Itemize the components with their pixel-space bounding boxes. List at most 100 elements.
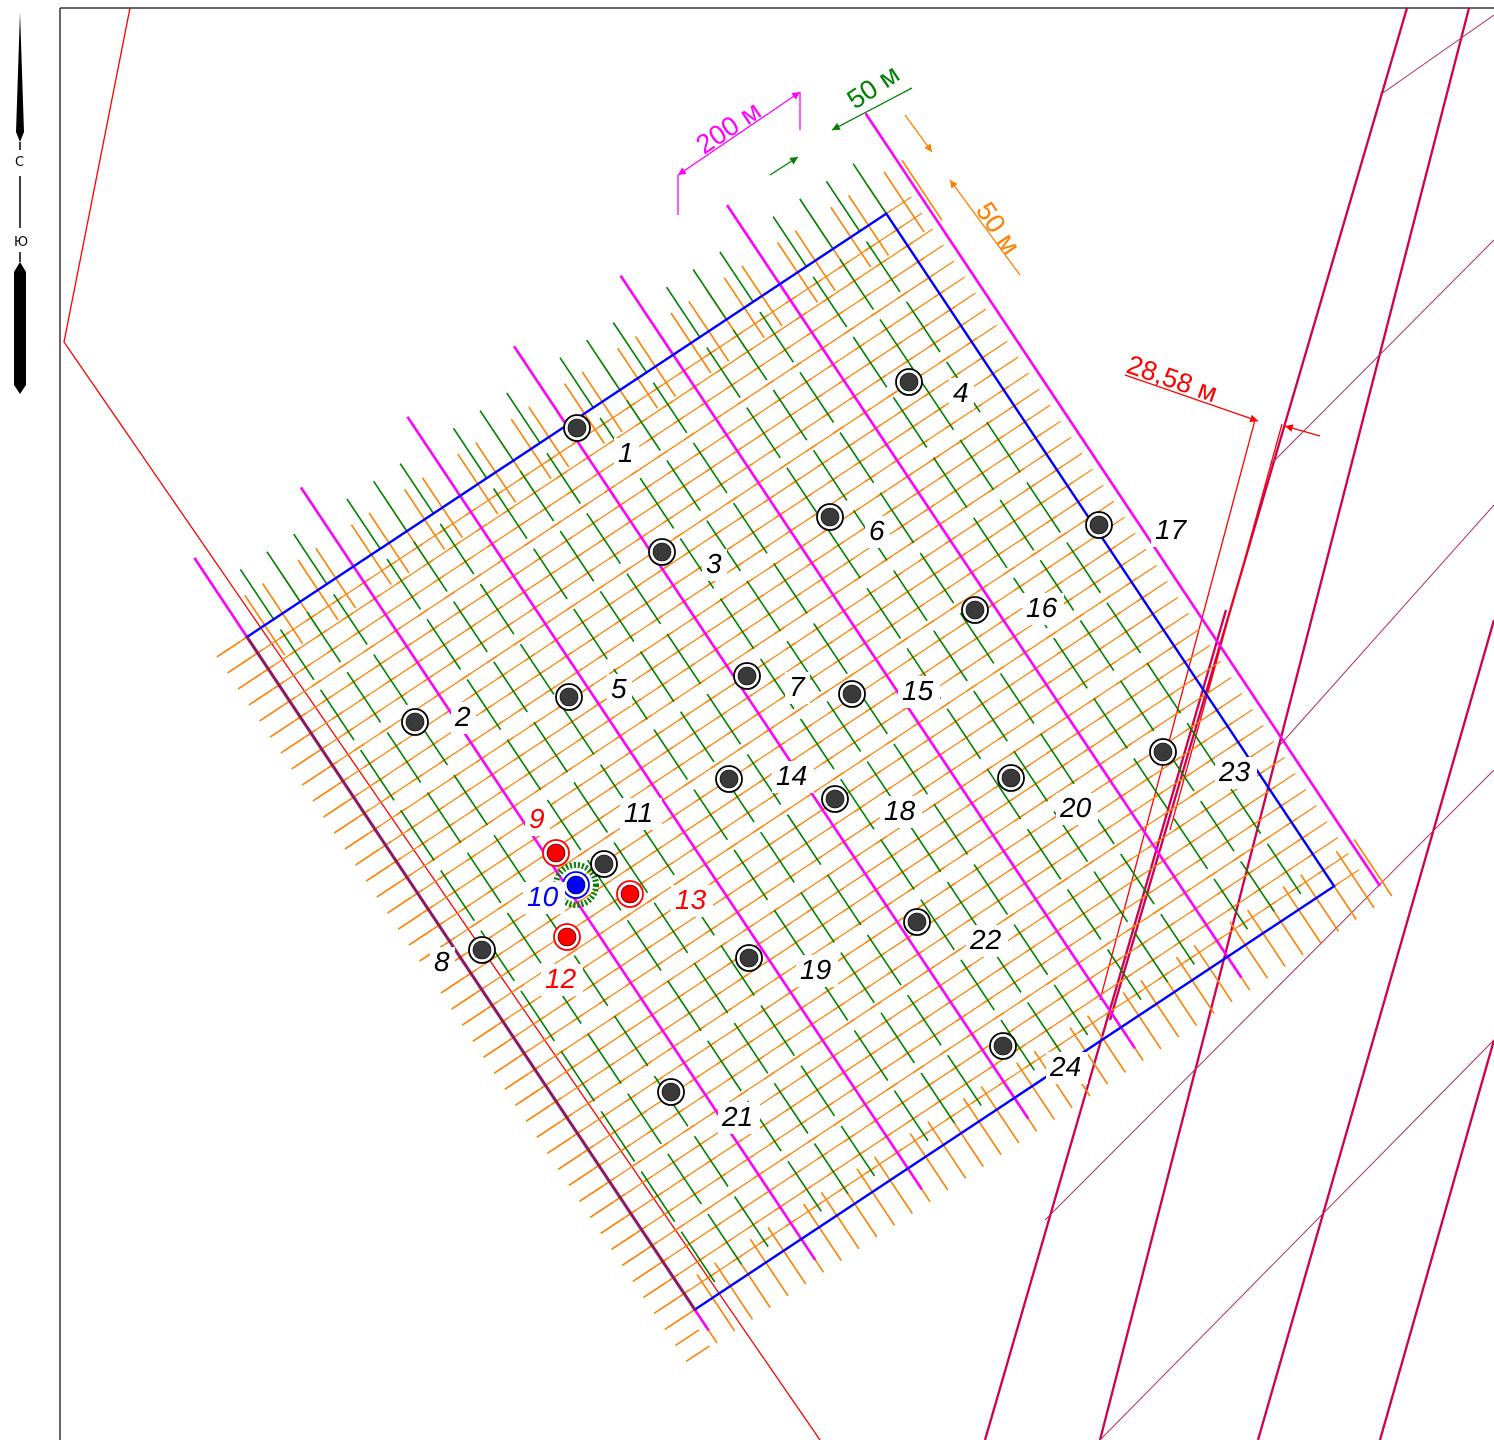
area-west-edge (245, 636, 697, 1311)
green-grid-line (919, 379, 955, 431)
green-grid-line (453, 601, 488, 653)
road-offset-label: 28,58 м (1123, 349, 1221, 408)
green-grid-line (520, 990, 556, 1042)
well-label-backdrop (796, 955, 838, 987)
well-2[interactable]: 2 (401, 701, 476, 736)
well-11[interactable]: 11 (590, 797, 662, 878)
well-24[interactable]: 24 (989, 1032, 1088, 1084)
green-grid-line (760, 831, 795, 883)
well-13[interactable]: 13 (616, 880, 713, 917)
well-icon (594, 854, 614, 874)
orange-spacing-label: 50 м (970, 197, 1026, 260)
well-10[interactable]: 10 (523, 862, 599, 914)
orange-grid-line (1140, 980, 1180, 1038)
green-grid-line (826, 700, 862, 753)
green-grid-line (920, 1072, 956, 1124)
green-grid-line (1013, 750, 1049, 802)
south-arrow-icon (14, 262, 26, 394)
well-label-backdrop (898, 676, 940, 708)
green-grid-line (973, 690, 1008, 742)
green-grid-line (853, 1029, 889, 1082)
well-7[interactable]: 7 (733, 662, 810, 704)
green-grid-line (452, 427, 488, 479)
green-grid-line (1000, 1019, 1036, 1071)
well-9[interactable]: 9 (525, 803, 570, 867)
well-label: 17 (1155, 514, 1188, 545)
well-label: 7 (789, 671, 806, 702)
green-grid-line (893, 1090, 929, 1142)
green-grid-line (440, 870, 475, 922)
well-label-backdrop (1056, 793, 1098, 825)
green-grid-line (1066, 888, 1102, 940)
well-label: 14 (776, 760, 807, 791)
green-grid-line (653, 728, 689, 781)
well-label-backdrop (966, 925, 1008, 957)
dimension-orange-spacing: 50 м (904, 114, 1026, 276)
green-grid-line (399, 463, 435, 515)
well-22[interactable]: 22 (903, 908, 1008, 957)
well-18[interactable]: 18 (821, 785, 922, 828)
well-icon (899, 372, 919, 392)
green-grid-line (479, 583, 515, 635)
well-icon (652, 542, 672, 562)
well-label: 21 (721, 1101, 753, 1132)
green-grid-line (439, 523, 475, 575)
green-grid-line (706, 346, 741, 399)
green-grid-line (667, 1153, 702, 1205)
dimension-road-offset: 28,58 м (1123, 349, 1321, 437)
green-grid-line (426, 792, 462, 844)
magenta-profile-line (864, 112, 1381, 887)
well-label: 13 (675, 884, 707, 915)
green-grid-line (812, 449, 848, 501)
green-grid-line (879, 318, 915, 371)
well-label: 16 (1026, 592, 1058, 623)
well-label: 3 (706, 548, 722, 579)
compass-south-label: Ю (14, 235, 28, 250)
green-grid-line (1026, 828, 1062, 880)
well-label-backdrop (541, 964, 583, 996)
green-grid-line (519, 643, 555, 695)
orange-grid-line (1016, 1062, 1056, 1120)
green-grid-line (773, 562, 808, 614)
green-grid-line (999, 499, 1035, 551)
map-frame (59, 7, 1494, 1440)
well-21[interactable]: 21 (657, 1078, 760, 1134)
orange-grid-line (1069, 1027, 1109, 1085)
green-grid-line (933, 630, 968, 682)
green-grid-line (559, 703, 595, 756)
well-16[interactable]: 16 (961, 592, 1064, 625)
well-4[interactable]: 4 (895, 368, 974, 410)
well-5[interactable]: 5 (555, 673, 632, 711)
green-grid-line (1053, 637, 1088, 689)
well-23[interactable]: 23 (1149, 738, 1257, 789)
well-label: 20 (1059, 792, 1092, 823)
green-grid-line (786, 640, 822, 692)
well-icon (472, 940, 492, 960)
orange-grid-line (696, 1274, 736, 1332)
well-12[interactable]: 12 (541, 923, 583, 996)
well-icon (1089, 515, 1109, 535)
well-15[interactable]: 15 (838, 675, 940, 708)
plot-boundary (63, 7, 821, 1440)
green-grid-line (959, 439, 995, 491)
green-grid-line (533, 548, 568, 600)
well-label: 8 (434, 946, 450, 977)
orange-grid-line (802, 1203, 842, 1262)
well-1[interactable]: 1 (563, 414, 639, 470)
well-3[interactable]: 3 (648, 538, 727, 581)
well-8[interactable]: 8 (430, 936, 496, 979)
green-grid-line (560, 1050, 596, 1102)
well-20[interactable]: 20 (997, 764, 1098, 825)
green-grid-line (692, 269, 728, 321)
green-grid-line (866, 587, 902, 639)
well-6[interactable]: 6 (816, 503, 890, 548)
well-label: 12 (545, 963, 577, 994)
green-grid-line (920, 899, 955, 951)
well-17[interactable]: 17 (1085, 511, 1193, 547)
well-19[interactable]: 19 (735, 944, 838, 987)
well-14[interactable]: 14 (715, 760, 814, 793)
well-icon (820, 507, 840, 527)
magenta-profile-line (726, 204, 1243, 979)
well-label-backdrop (620, 798, 662, 830)
